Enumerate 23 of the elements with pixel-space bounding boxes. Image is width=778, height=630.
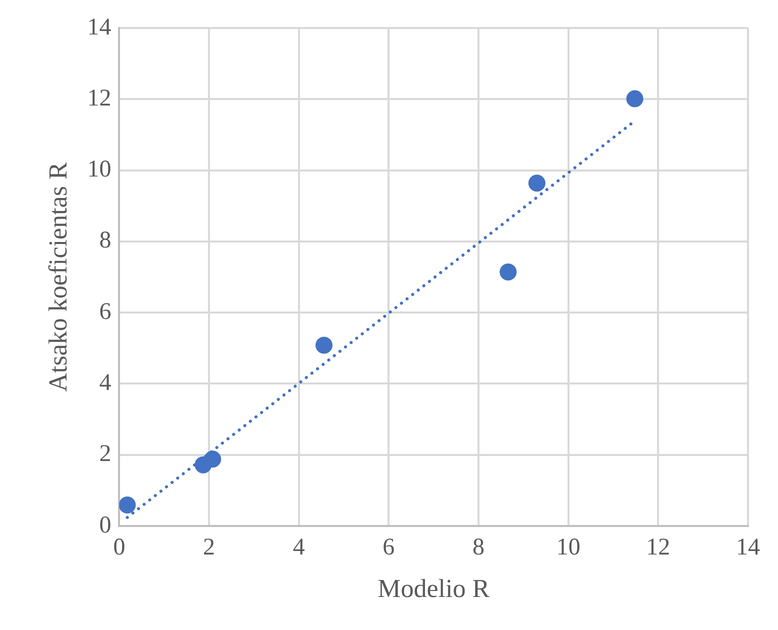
point: [626, 90, 644, 108]
x-tick-label: 4: [292, 534, 305, 561]
x-tick-label: 6: [382, 534, 395, 561]
x-tick-label: 12: [646, 534, 670, 561]
y-tick-label: 8: [99, 228, 112, 254]
y-tick-label: 2: [99, 441, 112, 468]
y-axis-title: Atsako koeficientas R: [43, 162, 72, 392]
x-tick-label: 2: [203, 534, 216, 561]
y-tick-label: 14: [87, 14, 112, 40]
point: [316, 336, 333, 354]
point: [500, 264, 517, 281]
point: [119, 496, 136, 514]
y-tick-label: 4: [99, 370, 112, 396]
point: [204, 450, 222, 468]
y-tick-label: 12: [87, 85, 112, 112]
y-tick-label: 10: [87, 156, 112, 183]
x-tick-label: 14: [736, 534, 760, 561]
x-tick-label: 10: [556, 534, 580, 561]
y-tick-label: 0: [99, 512, 112, 538]
x-tick-label: 8: [472, 534, 485, 561]
point: [528, 174, 546, 192]
x-axis-title: Modelio R: [378, 574, 490, 604]
y-tick-label: 6: [99, 298, 112, 325]
